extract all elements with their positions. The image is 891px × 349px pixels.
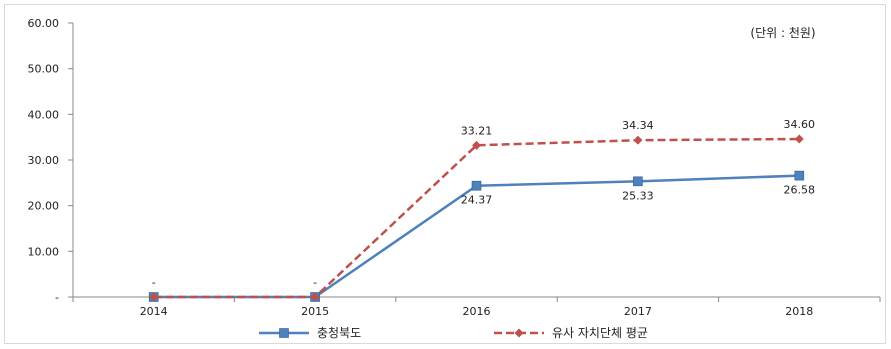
data-point bbox=[472, 140, 481, 150]
data-label: 34.60 bbox=[784, 118, 816, 131]
series-lines bbox=[148, 134, 805, 302]
data-label: 24.37 bbox=[461, 194, 493, 207]
data-point bbox=[633, 135, 643, 145]
y-tick-label: 40.00 bbox=[28, 108, 60, 121]
data-labels: 24.37 25.33 26.58 - - 33.21 34.34 34.60 bbox=[152, 118, 815, 289]
data-point bbox=[514, 328, 524, 338]
x-tick-label: 2017 bbox=[624, 305, 652, 318]
y-tick-label: 20.00 bbox=[28, 200, 60, 213]
data-point bbox=[310, 292, 320, 302]
legend-label: 유사 자치단체 평균 bbox=[552, 326, 648, 340]
y-tick-label: - bbox=[55, 291, 59, 304]
x-tick-label: 2015 bbox=[301, 305, 329, 318]
data-label: 25.33 bbox=[622, 189, 654, 202]
unit-note: (단위 : 천원) bbox=[750, 25, 815, 40]
data-point bbox=[794, 170, 805, 181]
x-tick-label: 2014 bbox=[140, 305, 168, 318]
data-point bbox=[633, 176, 643, 187]
y-tick-label: 10.00 bbox=[28, 245, 60, 258]
data-point bbox=[794, 134, 804, 144]
data-point bbox=[279, 328, 289, 338]
legend-label: 충청북도 bbox=[317, 326, 361, 340]
y-tick-label: 30.00 bbox=[28, 154, 60, 167]
data-label: 34.34 bbox=[622, 119, 654, 132]
data-label: 26.58 bbox=[784, 184, 816, 197]
data-point bbox=[471, 180, 482, 191]
data-label: - bbox=[152, 276, 156, 289]
axes bbox=[72, 23, 880, 298]
series-line bbox=[153, 137, 800, 299]
legend: 충청북도 유사 자치단체 평균 bbox=[259, 326, 648, 340]
y-tick-label: 50.00 bbox=[28, 63, 60, 76]
x-tick-label: 2018 bbox=[785, 305, 813, 318]
y-tick-labels: - 10.00 20.00 30.00 40.00 50.00 60.00 bbox=[28, 17, 73, 304]
y-tick-label: 60.00 bbox=[28, 17, 60, 30]
data-label: 33.21 bbox=[461, 124, 493, 137]
data-point bbox=[149, 292, 159, 302]
x-tick-label: 2016 bbox=[463, 305, 491, 318]
data-label: - bbox=[313, 276, 317, 289]
x-tick-labels: 2014 2015 2016 2017 2018 bbox=[72, 297, 881, 318]
